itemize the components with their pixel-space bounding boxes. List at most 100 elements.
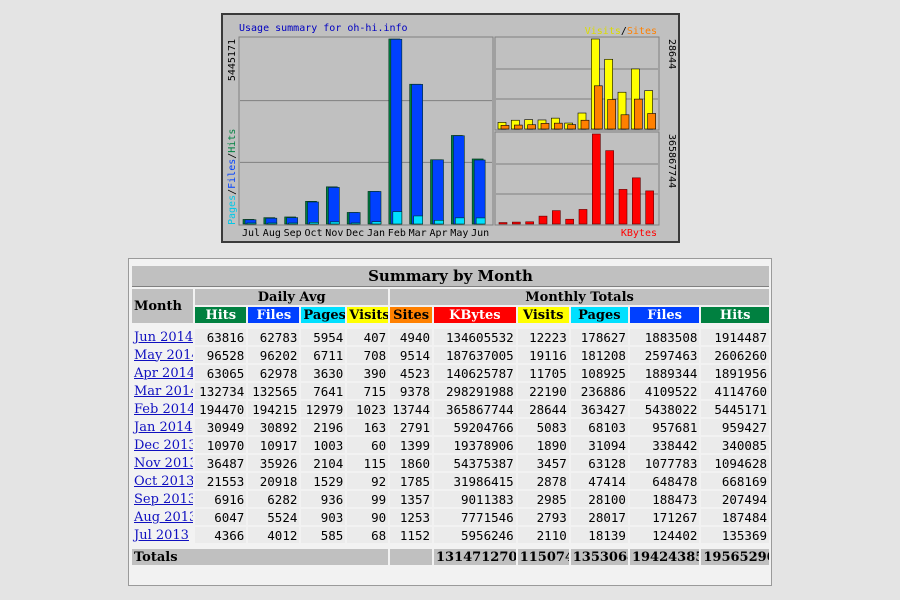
daily-avg-header: Daily Avg <box>195 289 389 305</box>
month-label-jan: Jan <box>367 228 385 239</box>
table-row: Nov 2013 36487 35926 2104 115 1860 54375387 345… <box>132 455 769 471</box>
main-ymax-label: 5445171 <box>227 39 238 81</box>
cell-visits: 2793 <box>517 509 569 525</box>
cell-sites: 13744 <box>390 401 432 417</box>
month-cell: Jan 2014 <box>132 419 194 435</box>
cell-pages: 363427 <box>570 401 628 417</box>
cell-d-files: 20918 <box>248 473 300 489</box>
cell-files: 1077783 <box>629 455 700 471</box>
bar-kbytes-feb <box>592 133 601 225</box>
legend-visits: Visits <box>585 26 621 37</box>
month-link[interactable]: May 2014 <box>134 347 194 363</box>
cell-d-pages: 12979 <box>301 401 346 417</box>
month-link[interactable]: Sep 2013 <box>134 491 194 507</box>
cell-d-visits: 407 <box>347 329 389 345</box>
month-link[interactable]: Dec 2013 <box>134 437 194 453</box>
bar-pages-jan <box>371 221 382 225</box>
cell-hits: 135369 <box>701 527 769 543</box>
cell-visits: 3457 <box>517 455 569 471</box>
month-cell: May 2014 <box>132 347 194 363</box>
bar-kbytes-jan <box>578 209 588 225</box>
month-cell: Jun 2014 <box>132 329 194 345</box>
table-row: May 2014 96528 96202 6711 708 9514 187637005 19… <box>132 347 769 363</box>
table-row: Aug 2013 6047 5524 903 90 1253 7771546 2793 2801… <box>132 509 769 525</box>
cell-hits: 1094628 <box>701 455 769 471</box>
bar-kbytes-dec <box>565 218 574 225</box>
bar-pages-feb <box>392 211 403 225</box>
cell-pages: 63128 <box>570 455 628 471</box>
header-spacer <box>132 325 769 327</box>
table-row: Feb 2014 194470 194215 12979 1023 13744 365867… <box>132 401 769 417</box>
cell-d-hits: 36487 <box>195 455 247 471</box>
month-label-apr: Apr <box>429 228 447 239</box>
cell-d-pages: 903 <box>301 509 346 525</box>
month-cell: Nov 2013 <box>132 455 194 471</box>
bar-sites-apr <box>620 114 630 130</box>
cell-hits: 5445171 <box>701 401 769 417</box>
kbytes-plot-frame <box>494 131 660 226</box>
month-link[interactable]: Aug 2013 <box>134 509 194 525</box>
month-label-sep: Sep <box>284 228 302 239</box>
cell-kbytes: 59204766 <box>434 419 516 435</box>
cell-files: 1889344 <box>629 365 700 381</box>
bar-kbytes-jun <box>645 190 654 225</box>
cell-pages: 28100 <box>570 491 628 507</box>
cell-files: 648478 <box>629 473 700 489</box>
bar-files-apr <box>432 159 444 225</box>
cell-d-visits: 390 <box>347 365 389 381</box>
cell-d-files: 62783 <box>248 329 300 345</box>
cell-d-files: 35926 <box>248 455 300 471</box>
cell-d-files: 4012 <box>248 527 300 543</box>
cell-d-files: 62978 <box>248 365 300 381</box>
month-link[interactable]: Jul 2013 <box>134 527 189 543</box>
cell-d-files: 132565 <box>248 383 300 399</box>
month-link[interactable]: Oct 2013 <box>134 473 194 489</box>
month-link[interactable]: Apr 2014 <box>134 365 194 381</box>
cell-d-files: 96202 <box>248 347 300 363</box>
month-cell: Oct 2013 <box>132 473 194 489</box>
cell-files: 1883508 <box>629 329 700 345</box>
month-link[interactable]: Mar 2014 <box>134 383 194 399</box>
cell-visits: 2110 <box>517 527 569 543</box>
totals-spacer <box>132 545 769 547</box>
month-header: Month <box>132 289 194 323</box>
bar-pages-sep <box>288 222 298 225</box>
ylabel-slash-2: / <box>227 153 238 159</box>
bar-files-may <box>453 135 465 225</box>
month-cell: Jul 2013 <box>132 527 194 543</box>
cell-visits: 2985 <box>517 491 569 507</box>
cell-visits: 22190 <box>517 383 569 399</box>
month-label-dec: Dec <box>346 228 364 239</box>
cell-files: 5438022 <box>629 401 700 417</box>
cell-files: 338442 <box>629 437 700 453</box>
bar-kbytes-oct <box>538 215 548 225</box>
totals-files: 19424385 <box>629 549 700 565</box>
bar-sites-jun <box>647 113 656 130</box>
cell-sites: 1152 <box>390 527 432 543</box>
cell-sites: 4940 <box>390 329 432 345</box>
cell-visits: 28644 <box>517 401 569 417</box>
month-link[interactable]: Jun 2014 <box>134 329 194 345</box>
main-bars <box>242 38 486 225</box>
legend-sites: Sites <box>627 26 657 37</box>
cell-kbytes: 7771546 <box>434 509 516 525</box>
bar-kbytes-nov <box>552 210 561 225</box>
visits-bars <box>497 38 656 130</box>
main-plot-frame <box>238 36 494 226</box>
cell-kbytes: 31986415 <box>434 473 516 489</box>
month-label-aug: Aug <box>263 228 281 239</box>
cell-visits: 19116 <box>517 347 569 363</box>
month-link[interactable]: Nov 2013 <box>134 455 194 471</box>
visits-sites-legend: Visits/Sites <box>585 26 657 37</box>
table-row: Jun 2014 63816 62783 5954 407 4940 134605532 12… <box>132 329 769 345</box>
cell-sites: 2791 <box>390 419 432 435</box>
cell-d-visits: 1023 <box>347 401 389 417</box>
bar-pages-dec <box>350 222 361 225</box>
cell-pages: 28017 <box>570 509 628 525</box>
bar-kbytes-apr <box>618 189 628 225</box>
month-cell: Mar 2014 <box>132 383 194 399</box>
month-labels: Jul Aug Sep Oct Nov Dec Jan Feb Mar Apr May Jun <box>242 228 489 239</box>
month-link[interactable]: Jan 2014 <box>134 419 193 435</box>
month-link[interactable]: Feb 2014 <box>134 401 194 417</box>
totals-hits: 19565290 <box>701 549 769 565</box>
